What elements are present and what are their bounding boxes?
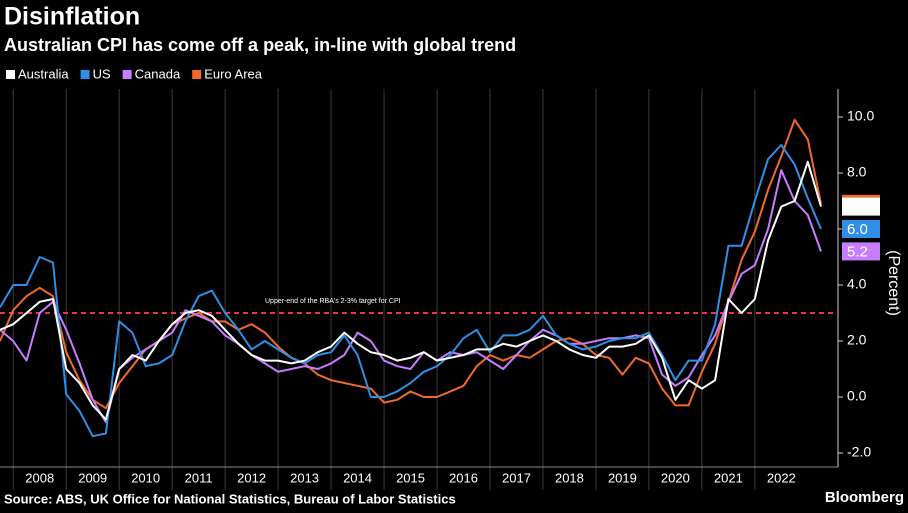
legend-swatch [80, 70, 90, 79]
legend-label: Australia [18, 66, 69, 81]
end-value-label: 6.8 [847, 199, 868, 216]
x-tick-label: 2012 [237, 470, 266, 485]
y-axis-label: (Percent) [885, 250, 902, 316]
legend-label: Canada [135, 66, 181, 81]
x-tick-label: 2013 [290, 470, 319, 485]
y-tick-label: 10.0 [847, 108, 874, 124]
x-tick-label: 2020 [661, 470, 690, 485]
end-value-label: 6.0 [847, 221, 868, 238]
series-line [0, 118, 822, 410]
reference-label: Upper-end of the RBA's 2-3% target for C… [265, 298, 401, 305]
y-tick-label: 2.0 [847, 332, 867, 348]
chart-subtitle: Australian CPI has come off a peak, in-l… [4, 35, 516, 55]
x-tick-label: 2022 [767, 470, 796, 485]
y-tick-label: 4.0 [847, 276, 867, 292]
x-tick-label: 2018 [555, 470, 584, 485]
end-value-box [842, 197, 880, 216]
end-value-label: 5.2 [847, 243, 868, 260]
legend-swatch [192, 70, 202, 79]
source: Source: ABS, UK Office for National Stat… [4, 491, 456, 506]
x-tick-label: 2021 [714, 470, 743, 485]
legend-label: US [93, 66, 111, 81]
legend-label: Euro Area [204, 66, 263, 81]
legend-swatch [122, 70, 132, 79]
end-value-box [842, 220, 880, 238]
x-tick-label: 2011 [185, 470, 213, 485]
series-line [0, 160, 822, 421]
chart-title: Disinflation [4, 3, 140, 31]
legend-swatch [6, 70, 15, 79]
watermark: Bloomberg [825, 489, 904, 506]
x-tick-label: 2017 [502, 470, 531, 485]
x-tick-label: 2009 [78, 470, 107, 485]
x-tick-label: 2014 [343, 470, 372, 485]
x-tick-label: 2010 [131, 470, 160, 485]
y-tick-label: -2.0 [847, 444, 871, 460]
x-tick-label: 2016 [449, 470, 478, 485]
end-value-box [842, 242, 880, 261]
series-line [0, 144, 822, 438]
x-tick-label: 2015 [396, 470, 425, 485]
y-tick-label: 0.0 [847, 388, 867, 404]
y-tick-label: 8.0 [847, 164, 867, 180]
x-tick-label: 2019 [608, 470, 637, 485]
series-line [0, 169, 822, 424]
x-tick-label: 2008 [25, 470, 54, 485]
